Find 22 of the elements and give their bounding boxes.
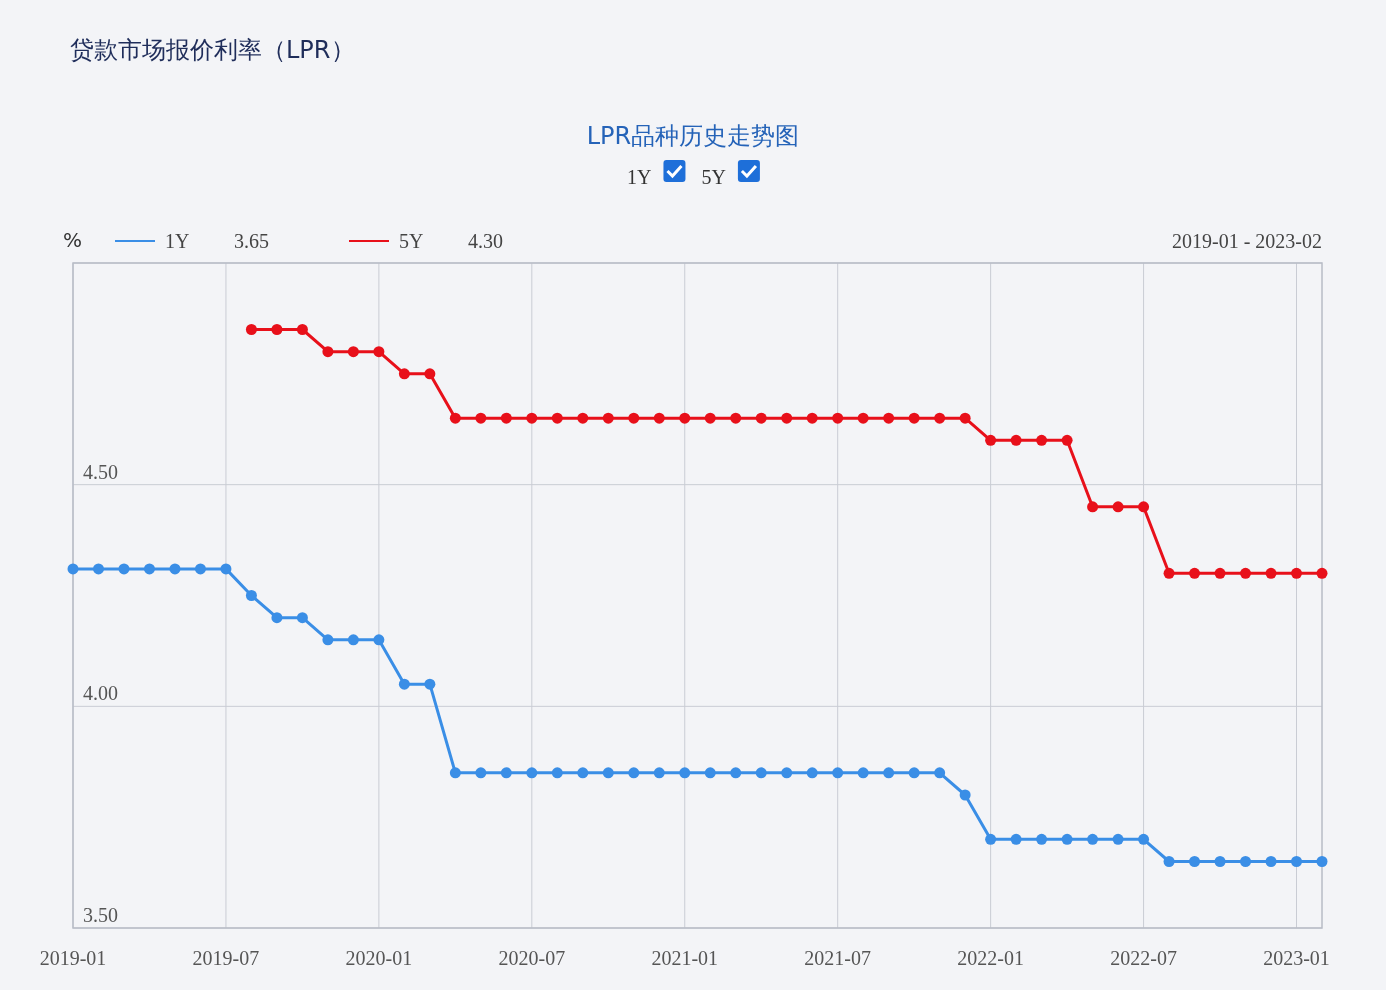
x-tick-label: 2020-07	[498, 947, 566, 969]
x-tick-label: 2023-01	[1263, 947, 1330, 969]
x-tick-label: 2020-01	[345, 947, 413, 969]
y-tick-label: 4.50	[83, 460, 118, 483]
legend-label: 1Y	[165, 230, 190, 252]
x-tick-label: 2022-01	[957, 947, 1024, 969]
x-tick-label: 2021-07	[804, 947, 872, 969]
x-tick-label: 2021-01	[651, 947, 719, 969]
y-tick-label: 3.50	[83, 904, 118, 926]
legend-label: 5Y	[399, 230, 424, 252]
y-tick-label: 4.00	[83, 682, 118, 705]
text: 4.30	[468, 230, 503, 252]
x-tick-label: 2019-07	[192, 947, 260, 969]
text: 5Y	[701, 166, 726, 188]
x-tick-label: 2019-01	[39, 947, 107, 969]
text: 2019-01 - 2023-02	[1172, 230, 1322, 252]
chart-subtitle: LPR品种历史走势图	[586, 122, 800, 150]
y-axis-title: %	[63, 228, 83, 252]
text: 1Y	[627, 166, 652, 188]
text: 3.65	[234, 230, 269, 252]
x-tick-label: 2022-07	[1110, 947, 1177, 969]
chart-title: 贷款市场报价利率（LPR）	[70, 36, 355, 64]
